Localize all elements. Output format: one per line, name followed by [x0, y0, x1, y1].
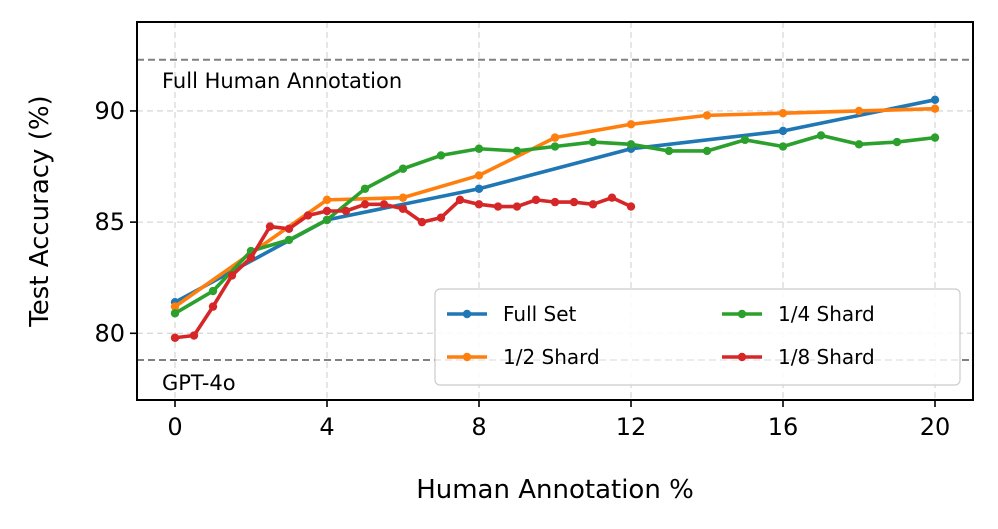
data-point: [436, 151, 446, 160]
reference-line-label: Full Human Annotation: [162, 69, 402, 93]
data-point: [588, 200, 598, 209]
data-point: [322, 206, 332, 216]
data-point: [607, 193, 617, 202]
data-point: [816, 131, 826, 140]
data-point: [322, 195, 332, 205]
data-point: [740, 135, 750, 145]
data-point: [265, 222, 275, 231]
reference-line-label: GPT-4o: [162, 371, 236, 395]
data-point: [626, 140, 636, 149]
data-point: [379, 200, 389, 209]
data-point: [474, 200, 484, 209]
data-point: [170, 302, 180, 311]
data-point: [550, 197, 560, 207]
data-point: [493, 202, 503, 211]
data-point: [550, 133, 560, 142]
data-point: [569, 197, 579, 207]
data-point: [246, 253, 256, 262]
x-tick-label: 16: [768, 413, 799, 441]
y-tick-label: 85: [94, 208, 125, 236]
series-1-8-shard: [170, 193, 636, 342]
x-tick-label: 20: [920, 413, 951, 441]
data-point: [892, 137, 902, 147]
data-point: [474, 171, 484, 180]
data-point: [170, 333, 180, 342]
series-1-2-shard: [170, 104, 940, 311]
data-point: [930, 95, 940, 105]
plot-frame: [136, 21, 974, 401]
data-point: [474, 184, 484, 193]
legend-label: 1/8 Shard: [778, 345, 875, 369]
data-point: [512, 146, 522, 156]
series-group: [170, 95, 940, 342]
data-point: [208, 302, 218, 311]
data-point: [778, 108, 788, 118]
x-tick-label: 0: [167, 413, 182, 441]
data-point: [854, 106, 864, 116]
legend-item: 1/2 Shard: [447, 345, 600, 369]
legend-swatch-marker: [462, 352, 472, 362]
legend-item: 1/8 Shard: [722, 345, 875, 369]
data-point: [550, 142, 560, 151]
data-point: [208, 286, 218, 296]
data-point: [512, 202, 522, 211]
data-point: [284, 224, 294, 233]
data-point: [778, 126, 788, 136]
data-point: [854, 140, 864, 149]
x-axis-label: Human Annotation %: [416, 475, 694, 505]
data-point: [417, 217, 427, 227]
data-point: [398, 193, 408, 202]
data-point: [702, 111, 712, 120]
data-point: [170, 309, 180, 318]
data-point: [455, 195, 465, 205]
data-point: [341, 206, 351, 216]
data-point: [531, 195, 541, 205]
data-point: [303, 211, 313, 220]
legend-label: Full Set: [503, 302, 577, 326]
legend-item: Full Set: [447, 302, 577, 326]
data-point: [284, 235, 294, 245]
data-point: [626, 120, 636, 129]
data-point: [227, 271, 237, 280]
x-tick-label: 8: [471, 413, 486, 441]
data-point: [436, 213, 446, 222]
data-point: [930, 104, 940, 113]
legend: Full Set 1/2 Shard 1/4 Shard 1/8 Shard: [434, 288, 961, 386]
x-tick-label: 4: [319, 413, 334, 441]
y-axis-label: Test Accuracy (%): [25, 95, 55, 327]
legend-label: 1/4 Shard: [778, 302, 875, 326]
legend-swatch-marker: [737, 309, 747, 319]
legend-label: 1/2 Shard: [503, 345, 600, 369]
legend-swatch-marker: [737, 352, 747, 362]
legend-box: [434, 288, 961, 386]
data-point: [360, 200, 370, 209]
y-tick-label: 80: [94, 319, 125, 347]
data-point: [664, 146, 674, 156]
series-line: [173, 133, 937, 316]
legend-item: 1/4 Shard: [722, 302, 875, 326]
series-1-4-shard: [170, 131, 940, 318]
x-tick-label: 12: [616, 413, 647, 441]
legend-swatch-marker: [462, 309, 472, 319]
data-point: [398, 204, 408, 213]
data-point: [322, 215, 332, 225]
data-point: [702, 146, 712, 156]
data-point: [588, 137, 598, 147]
data-point: [474, 144, 484, 153]
data-point: [189, 331, 199, 340]
data-point: [778, 142, 788, 151]
data-point: [930, 133, 940, 142]
axis-ticks: 0 4 8 12 16 20 80 85 90: [94, 97, 950, 441]
data-point: [626, 202, 636, 211]
y-tick-label: 90: [94, 97, 125, 125]
data-point: [398, 164, 408, 173]
data-point: [360, 184, 370, 193]
